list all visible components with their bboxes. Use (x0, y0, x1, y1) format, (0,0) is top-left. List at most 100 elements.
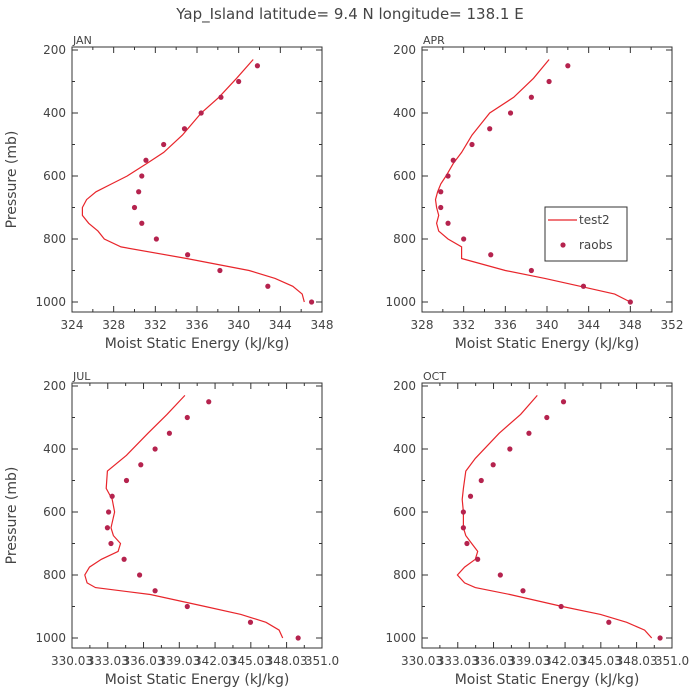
x-tick-label-jul: 348.03 (266, 654, 308, 668)
y-tick-label-jan: 600 (43, 169, 66, 183)
x-tick-label-oct: 330.03 (401, 654, 443, 668)
plot-frame-jul (71, 382, 323, 649)
y-tick-label-jan: 400 (43, 106, 66, 120)
legend-box (544, 206, 628, 262)
y-axis-label-jul: Pressure (mb) (4, 467, 20, 565)
legend-label-test2: test2 (579, 213, 610, 227)
x-tick-label-jan: 340 (227, 318, 250, 332)
y-tick-label-jul: 400 (43, 442, 66, 456)
x-tick-label-apr: 332 (452, 318, 475, 332)
data-point-raobs-apr (565, 63, 571, 69)
x-tick-label-oct: 342.03 (544, 654, 586, 668)
data-point-raobs-apr (450, 157, 456, 163)
data-point-raobs-oct (497, 572, 503, 578)
panels: JAN 200 400 600 800 1000 324 328 332 336 340 344 348… (4, 34, 689, 688)
y-tick-label-jan: 200 (43, 43, 66, 57)
data-point-raobs-oct (460, 525, 466, 531)
data-point-raobs-oct (467, 493, 474, 499)
data-point-raobs-apr (528, 94, 534, 100)
x-tick-label-oct: 345.03 (580, 654, 622, 668)
x-tick-label-jan: 336 (186, 318, 209, 332)
data-point-raobs-apr (469, 141, 475, 148)
data-point-raobs-oct (475, 556, 481, 562)
panel-jan: JAN 200 400 600 800 1000 324 328 332 336 340 344 348… (4, 34, 333, 352)
y-tick-label-jul: 800 (43, 568, 66, 582)
y-tick-label-jul: 1000 (35, 631, 66, 645)
data-point-raobs-apr (507, 110, 514, 116)
data-point-raobs-apr (488, 252, 494, 258)
y-axis-label-jan: Pressure (mb) (4, 131, 20, 229)
x-tick-label-jul: 336.03 (123, 654, 165, 668)
x-tick-label-jul: 351.0 (305, 654, 339, 668)
panel-label-jul: JUL (72, 370, 91, 383)
data-point-raobs-jan (153, 236, 159, 242)
data-point-raobs-jan (254, 63, 261, 69)
panel-label-oct: OCT (423, 370, 446, 383)
series-line-test2-apr (434, 59, 631, 303)
data-point-raobs-oct (544, 414, 550, 421)
data-point-raobs-jul (123, 477, 130, 484)
x-axis-label-oct: Moist Static Energy (kJ/kg) (455, 672, 640, 688)
data-point-raobs-oct (490, 462, 496, 468)
data-point-raobs-apr (445, 220, 451, 226)
legend-label-raobs: raobs (579, 238, 613, 252)
y-tick-label-apr: 200 (393, 43, 416, 57)
y-tick-label-jan: 1000 (35, 295, 66, 309)
data-point-raobs-jul (206, 399, 212, 405)
y-tick-label-apr: 600 (393, 169, 416, 183)
data-point-raobs-oct (526, 430, 532, 436)
x-tick-label-apr: 328 (411, 318, 434, 332)
x-tick-label-jan: 348 (311, 318, 334, 332)
data-point-raobs-apr (438, 189, 444, 195)
data-point-raobs-jul (166, 430, 173, 436)
data-point-raobs-oct (464, 540, 470, 547)
data-point-raobs-jul (136, 572, 143, 578)
data-point-raobs-oct (520, 588, 526, 594)
data-point-raobs-oct (606, 619, 612, 625)
x-tick-label-oct: 333.03 (437, 654, 479, 668)
x-tick-label-jul: 342.03 (194, 654, 236, 668)
panel-jul: JUL 200 400 600 800 1000 330.03333.03336.03339… (4, 370, 339, 688)
data-point-raobs-oct (657, 635, 663, 641)
x-tick-label-oct: 351.0 (655, 654, 689, 668)
data-point-raobs-oct (478, 477, 484, 484)
data-point-raobs-apr (627, 299, 633, 305)
data-point-raobs-oct (507, 446, 513, 452)
panel-oct: OCT 200 400 600 800 1000 330.03333.03336.03339… (385, 370, 689, 688)
legend-dot-swatch (560, 242, 566, 248)
data-point-raobs-jul (184, 414, 190, 421)
data-point-raobs-jul (108, 540, 114, 547)
x-axis-label-jan: Moist Static Energy (kJ/kg) (105, 336, 290, 352)
x-tick-label-apr: 336 (494, 318, 517, 332)
data-point-raobs-jul (121, 556, 127, 562)
data-point-raobs-apr (580, 283, 587, 289)
data-point-raobs-apr (546, 78, 552, 85)
x-tick-label-oct: 348.03 (616, 654, 658, 668)
data-point-raobs-oct (560, 399, 567, 405)
data-point-raobs-jan (236, 78, 242, 85)
data-point-raobs-oct (460, 509, 466, 515)
y-tick-label-jul: 200 (43, 379, 66, 393)
y-tick-label-apr: 800 (393, 232, 416, 246)
y-tick-label-oct: 800 (393, 568, 416, 582)
data-point-raobs-jan (265, 283, 271, 289)
panel-apr: APR 200 400 600 800 1000 328 332 336 340 344 348 352… (385, 34, 683, 352)
data-point-raobs-jul (247, 619, 254, 625)
x-tick-label-apr: 344 (577, 318, 600, 332)
data-point-raobs-jul (184, 603, 190, 610)
data-point-raobs-jan (181, 126, 188, 132)
panel-label-apr: APR (423, 34, 445, 47)
data-point-raobs-jul (138, 462, 144, 468)
x-tick-label-jan: 328 (102, 318, 125, 332)
x-tick-label-apr: 340 (536, 318, 559, 332)
data-point-raobs-jan (218, 94, 224, 100)
y-tick-label-jan: 800 (43, 232, 66, 246)
y-tick-label-apr: 1000 (385, 295, 416, 309)
data-point-raobs-jan (139, 173, 145, 179)
data-point-raobs-jan (139, 220, 145, 226)
data-point-raobs-apr (445, 173, 451, 179)
plot-frame-apr (421, 46, 673, 313)
x-tick-label-jul: 339.03 (158, 654, 200, 668)
data-point-raobs-jul (109, 493, 115, 499)
